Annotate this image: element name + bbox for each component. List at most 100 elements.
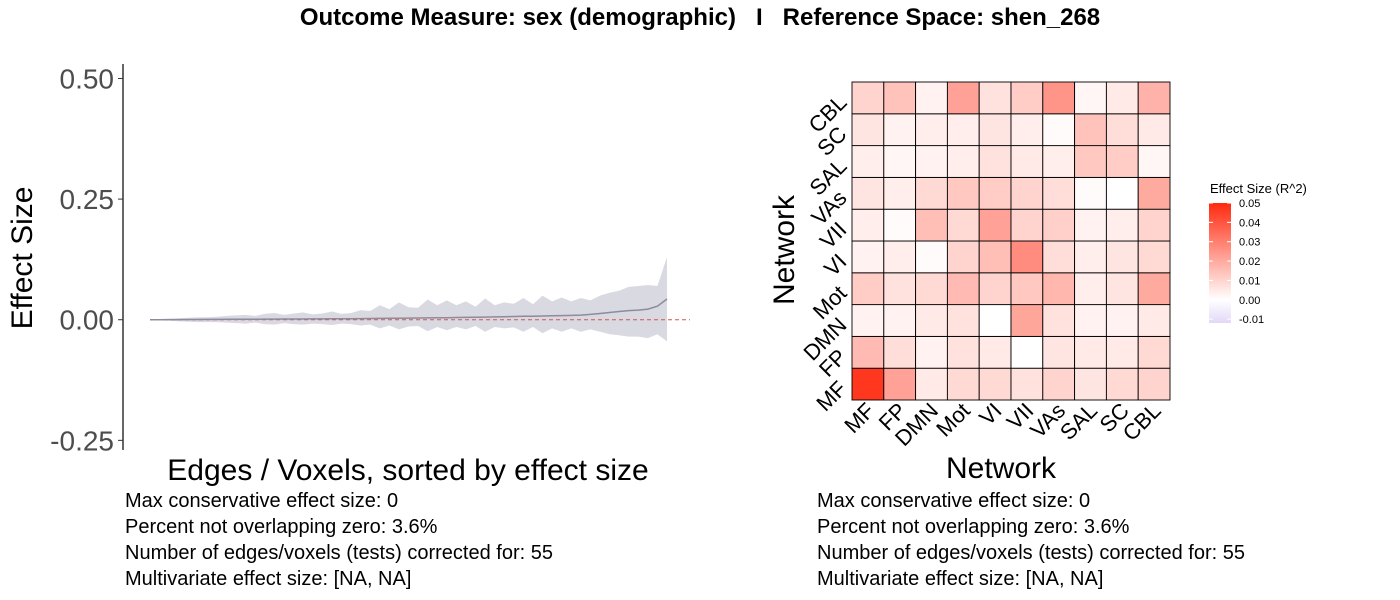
legend-tick-label: 0.02 xyxy=(1239,256,1260,268)
heatmap-cell xyxy=(1074,272,1107,306)
heatmap-cell xyxy=(1010,208,1044,242)
heatmap-cell xyxy=(946,176,980,210)
heatmap-cell xyxy=(1137,208,1171,242)
heatmap-cell xyxy=(1042,208,1076,242)
effect-size-line xyxy=(150,298,668,321)
heatmap-cell xyxy=(883,304,917,337)
heatmap-cell xyxy=(1074,145,1107,178)
heatmap-cell xyxy=(915,81,948,115)
heatmap-cell xyxy=(1074,335,1107,369)
title-outcome: Outcome Measure: sex (demographic) xyxy=(299,4,736,31)
heatmap-cell xyxy=(1105,81,1139,115)
heatmap-cell xyxy=(1042,81,1076,115)
y-tick-label: 0.00 xyxy=(60,305,115,336)
heatmap-y-axis-label: Network xyxy=(768,194,801,305)
heatmap-cell xyxy=(978,335,1012,369)
heatmap-y-tick-label: Mot xyxy=(808,281,852,325)
heatmap-cell xyxy=(915,272,948,306)
stat-max-conservative: Max conservative effect size: 0 xyxy=(125,490,399,512)
heatmap-cell xyxy=(915,176,948,210)
heatmap-cell xyxy=(1105,208,1139,242)
heatmap-cell xyxy=(978,367,1012,401)
legend-title: Effect Size (R^2) xyxy=(1210,181,1307,196)
heatmap-cell xyxy=(978,208,1012,242)
heatmap-cell xyxy=(978,240,1012,274)
heatmap-cell xyxy=(851,240,885,274)
heatmap-legend: Effect Size (R^2) 0.050.040.030.020.010.… xyxy=(1209,181,1307,326)
x-axis-label: Edges / Voxels, sorted by effect size xyxy=(167,454,648,487)
heatmap-cell xyxy=(915,113,948,147)
heatmap-y-tick-label: MF xyxy=(811,376,851,416)
heatmap-cell xyxy=(851,272,885,306)
confidence-ribbon xyxy=(150,257,667,342)
heatmap-x-tick-label: VI xyxy=(974,398,1006,430)
heatmap-cell xyxy=(1042,113,1076,147)
stat-percent-nonzero-right: Percent not overlapping zero: 3.6% xyxy=(817,516,1130,538)
heatmap-cell xyxy=(1105,367,1139,401)
heatmap-cell xyxy=(1137,240,1171,274)
stat-multivariate: Multivariate effect size: [NA, NA] xyxy=(125,568,412,590)
heatmap-cell xyxy=(1010,113,1044,147)
heatmap-cell xyxy=(1074,81,1107,115)
heatmap-x-tick-label: CBL xyxy=(1118,398,1166,446)
legend-tick-label: 0.00 xyxy=(1239,295,1260,307)
heatmap-cell xyxy=(1042,240,1076,274)
legend-tick-label: 0.01 xyxy=(1239,275,1260,287)
heatmap-cell xyxy=(851,113,885,147)
heatmap-cell xyxy=(1074,208,1107,242)
heatmap-cell xyxy=(978,176,1012,210)
heatmap-y-tick-label: SAL xyxy=(804,153,851,200)
stat-tests-corrected-right: Number of edges/voxels (tests) corrected… xyxy=(817,542,1245,564)
ribbon-plot-area: 0.50 0.25 0.00 -0.25 xyxy=(50,63,690,456)
heatmap-cell xyxy=(1042,272,1076,306)
heatmap-cell xyxy=(1137,81,1171,115)
heatmap-cell xyxy=(946,367,980,401)
heatmap-cell xyxy=(851,145,885,178)
legend-tick-label: 0.03 xyxy=(1239,237,1260,249)
heatmap-cell xyxy=(915,145,948,178)
heatmap-cell xyxy=(851,335,885,369)
heatmap-cell xyxy=(1137,304,1171,337)
heatmap-cell xyxy=(883,208,917,242)
heatmap-cell xyxy=(978,81,1012,115)
heatmap-cell xyxy=(883,240,917,274)
heatmap-cell xyxy=(851,367,885,401)
heatmap-cell xyxy=(1010,367,1044,401)
heatmap-cell xyxy=(1074,176,1107,210)
heatmap-cell xyxy=(1105,304,1139,337)
heatmap-cell xyxy=(1074,113,1107,147)
heatmap-cell xyxy=(883,145,917,178)
stat-max-conservative-right: Max conservative effect size: 0 xyxy=(817,490,1091,512)
heatmap-x-tick-label: Mot xyxy=(931,398,975,442)
legend-tick-label: 0.05 xyxy=(1239,198,1260,210)
heatmap-cell xyxy=(883,272,917,306)
heatmap-cell xyxy=(1137,272,1171,306)
heatmap-cell xyxy=(1074,304,1107,337)
heatmap-cell xyxy=(915,208,948,242)
heatmap-cell xyxy=(1010,240,1044,274)
figure-title: Outcome Measure: sex (demographic) I Refer… xyxy=(0,4,1400,32)
heatmap-cell xyxy=(946,113,980,147)
right-stats-block: Max conservative effect size: 0 Percent … xyxy=(817,488,1245,592)
title-reference: Reference Space: shen_268 xyxy=(782,4,1101,31)
effect-size-ribbon-chart: 0.50 0.25 0.00 -0.25 Effect Size Edges / Vo… xyxy=(6,63,690,487)
heatmap-cell xyxy=(1010,81,1044,115)
heatmap-cell xyxy=(883,335,917,369)
heatmap-cell xyxy=(1042,367,1076,401)
stat-tests-corrected: Number of edges/voxels (tests) corrected… xyxy=(125,542,553,564)
title-separator: I xyxy=(755,4,763,31)
heatmap-cell xyxy=(946,81,980,115)
stat-percent-nonzero: Percent not overlapping zero: 3.6% xyxy=(125,516,438,538)
heatmap-x-axis-label: Network xyxy=(946,452,1057,485)
heatmap-cell xyxy=(1042,335,1076,369)
heatmap-cell xyxy=(1074,240,1107,274)
heatmap-x-tick-label: SAL xyxy=(1055,398,1102,445)
heatmap-cell xyxy=(1010,304,1044,337)
heatmap-cell xyxy=(851,176,885,210)
heatmap-cell xyxy=(946,240,980,274)
heatmap-cell xyxy=(851,208,885,242)
heatmap-cells xyxy=(851,81,1171,401)
